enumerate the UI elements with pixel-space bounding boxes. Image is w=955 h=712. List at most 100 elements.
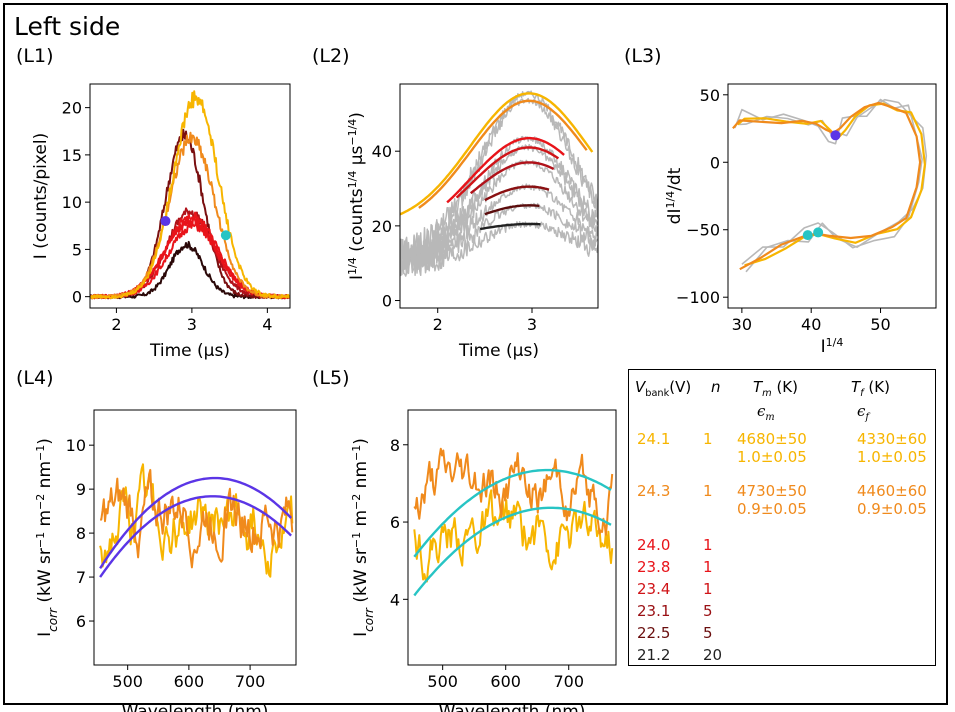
y-tick-label: 0 bbox=[382, 292, 392, 311]
y-axis-label: Icorr (kW sr−1 m−2 nm−1) bbox=[34, 438, 61, 637]
legend-vbank: 23.8 bbox=[637, 558, 671, 576]
legend-row: 21.2 20 bbox=[629, 646, 935, 666]
axes-frame bbox=[727, 83, 937, 309]
y-tick-label: 15 bbox=[62, 146, 82, 165]
page-title: Left side bbox=[14, 12, 121, 41]
legend-tm: 4730±50 bbox=[737, 482, 807, 500]
x-axis-label: Time (μs) bbox=[458, 341, 539, 361]
series-line bbox=[90, 240, 290, 300]
chart-l4: 500 600 700 6 7 8 9 10 Wavelength (nm) Icorr (kW … bbox=[34, 409, 297, 712]
series-line bbox=[736, 102, 926, 267]
marker-point bbox=[160, 216, 171, 227]
legend-vbank: 21.2 bbox=[637, 646, 671, 664]
legend-tf: 4330±60 bbox=[857, 430, 927, 448]
y-tick-label: −100 bbox=[676, 288, 720, 307]
header-tf: Tf (K) bbox=[851, 378, 890, 399]
y-axis-label: dI1/4/dt bbox=[664, 167, 686, 224]
legend-vbank: 24.0 bbox=[637, 536, 671, 554]
chart-l2: 2 3 0 20 40 Time (μs) I1/4 (counts1/4 μs−1/4) bbox=[346, 83, 599, 361]
header-n: n bbox=[711, 378, 721, 396]
legend-n: 1 bbox=[703, 536, 713, 554]
axes-frame bbox=[407, 409, 617, 666]
x-tick-label: 50 bbox=[870, 315, 890, 334]
legend-em: 0.9±0.05 bbox=[737, 500, 807, 518]
y-tick-label: 6 bbox=[390, 513, 400, 532]
legend-row: 24.3 1 4730±50 4460±60 0.9±0.05 0.9±0.05 bbox=[629, 482, 935, 518]
header-emissivity-f: ϵf bbox=[857, 402, 870, 423]
y-tick-label: −50 bbox=[686, 221, 720, 240]
y-tick-label: 4 bbox=[390, 590, 400, 609]
legend-table: Vbank(V) n Tm (K) Tf (K) ϵm ϵf 24.1 1 4680… bbox=[628, 369, 936, 666]
plot-area bbox=[732, 98, 928, 273]
legend-row: 23.1 5 bbox=[629, 602, 935, 622]
fit-line bbox=[99, 476, 292, 569]
legend-vbank: 22.5 bbox=[637, 624, 671, 642]
legend-ef: 1.0±0.05 bbox=[857, 448, 927, 466]
marker-point bbox=[830, 130, 841, 141]
legend-ef: 0.9±0.05 bbox=[857, 500, 927, 518]
fit-line bbox=[479, 222, 541, 231]
y-tick-label: 0 bbox=[72, 288, 82, 307]
data-line bbox=[413, 447, 614, 536]
data-line bbox=[413, 489, 614, 583]
fit-line bbox=[484, 204, 540, 216]
fit-line bbox=[400, 92, 594, 216]
panel-label-l2: (L2) bbox=[312, 45, 350, 67]
y-tick-label: 50 bbox=[700, 86, 720, 105]
x-tick-label: 3 bbox=[187, 315, 197, 334]
plot-area bbox=[413, 447, 614, 597]
y-tick-label: 8 bbox=[390, 436, 400, 455]
x-tick-label: 500 bbox=[427, 672, 458, 691]
fit-line bbox=[484, 185, 550, 202]
x-tick-label: 600 bbox=[174, 672, 205, 691]
y-tick-label: 8 bbox=[76, 524, 86, 543]
legend-n: 1 bbox=[703, 580, 713, 598]
y-tick-label: 9 bbox=[76, 480, 86, 499]
y-tick-label: 40 bbox=[372, 142, 392, 161]
axes-frame bbox=[93, 409, 297, 666]
figure-frame bbox=[3, 3, 948, 705]
y-tick-label: 10 bbox=[62, 193, 82, 212]
x-tick-label: 700 bbox=[235, 672, 266, 691]
panel-label-l1: (L1) bbox=[16, 45, 54, 67]
panel-label-l5: (L5) bbox=[312, 367, 350, 389]
y-axis-label: I1/4 (counts1/4 μs−1/4) bbox=[346, 112, 368, 280]
x-tick-label: 700 bbox=[553, 672, 584, 691]
y-tick-label: 6 bbox=[76, 612, 86, 631]
header-emissivity-m: ϵm bbox=[757, 402, 775, 423]
x-axis-label: Wavelength (nm) bbox=[439, 702, 586, 712]
x-tick-label: 40 bbox=[801, 315, 821, 334]
x-tick-label: 2 bbox=[433, 315, 443, 334]
legend-row: 22.5 5 bbox=[629, 624, 935, 644]
fit-line bbox=[469, 161, 555, 195]
fit-line bbox=[455, 146, 560, 199]
legend-vbank: 24.1 bbox=[637, 430, 671, 448]
y-tick-label: 0 bbox=[710, 153, 720, 172]
legend-n: 1 bbox=[703, 482, 713, 500]
x-axis-label: I1/4 bbox=[821, 336, 844, 358]
axes-frame bbox=[399, 83, 599, 309]
chart-l5: 500 600 700 4 6 8 Wavelength (nm) Icorr (kW sr−… bbox=[350, 409, 617, 712]
y-tick-label: 20 bbox=[62, 99, 82, 118]
raw-data-line bbox=[734, 98, 923, 265]
x-tick-label: 3 bbox=[527, 315, 537, 334]
legend-vbank: 24.3 bbox=[637, 482, 671, 500]
x-tick-label: 4 bbox=[262, 315, 272, 334]
fit-line bbox=[413, 468, 612, 558]
axes-frame bbox=[89, 83, 291, 309]
panel-label-l4: (L4) bbox=[16, 367, 54, 389]
legend-row: 23.4 1 bbox=[629, 580, 935, 600]
series-line bbox=[90, 221, 290, 300]
x-tick-label: 2 bbox=[111, 315, 121, 334]
y-tick-label: 10 bbox=[66, 436, 86, 455]
y-axis-label: Icorr (kW sr−1 m−2 nm−1) bbox=[350, 438, 377, 637]
legend-em: 1.0±0.05 bbox=[737, 448, 807, 466]
legend-n: 5 bbox=[703, 602, 713, 620]
legend-tf: 4460±60 bbox=[857, 482, 927, 500]
plot-area bbox=[99, 463, 294, 578]
x-axis-label: Time (μs) bbox=[149, 341, 230, 361]
fit-line bbox=[413, 506, 612, 597]
fit-line bbox=[99, 495, 292, 578]
y-axis-label: I (counts/pixel) bbox=[31, 133, 51, 259]
